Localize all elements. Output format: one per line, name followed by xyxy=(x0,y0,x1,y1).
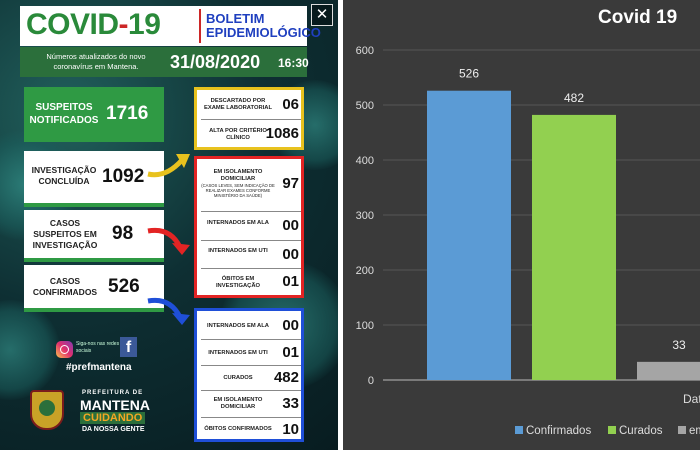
y-tick-label: 0 xyxy=(368,375,374,387)
bulletin-title: BOLETIM EPIDEMIOLÓGICO xyxy=(206,11,321,40)
bar-value-label: 526 xyxy=(459,67,479,81)
confirmed-icu-label: INTERNADOS EM UTI xyxy=(208,350,268,356)
y-tick-label: 400 xyxy=(356,155,374,167)
confirmed-cases-box: CASOS CONFIRMADOS 526 xyxy=(24,265,164,312)
suspected-investigation-label: CASOS SUSPEITOS EM INVESTIGAÇÃO xyxy=(32,218,98,250)
update-note: Números atualizados do novo coronavírus … xyxy=(46,52,146,71)
suspected-notified-box: SUSPEITOS NOTIFICADOS 1716 xyxy=(24,87,164,142)
confirmed-detail-row: ÓBITOS CONFIRMADOS 10 xyxy=(201,418,301,440)
suspected-investigation-value: 98 xyxy=(112,223,134,244)
prefeitura-slogan: CUIDANDO xyxy=(80,412,146,424)
x-axis-label: Data xyxy=(683,392,700,406)
confirmed-isolation-value: 33 xyxy=(282,395,299,412)
y-tick-label: 200 xyxy=(356,265,374,277)
confirmed-detail-row: INTERNADOS EM ALA 00 xyxy=(201,313,301,340)
confirmed-ward-label: INTERNADOS EM ALA xyxy=(207,323,269,329)
legend-label: em xyxy=(689,425,700,437)
red-arrow-icon xyxy=(147,227,190,255)
ward-label: INTERNADOS EM ALA xyxy=(207,220,269,226)
bulletin-date: 31/08/2020 xyxy=(170,52,261,72)
facebook-icon[interactable]: f xyxy=(120,337,137,357)
yellow-arrow-icon xyxy=(147,154,190,178)
confirmed-detail-row: INTERNADOS EM UTI 01 xyxy=(201,340,301,366)
clinical-discharge-label: ALTA POR CRITÉRIO CLÍNICO xyxy=(209,128,267,141)
legend-swatch xyxy=(515,426,523,434)
hashtag-label: #prefmantena xyxy=(66,362,132,373)
investigation-concluded-box: INVESTIGAÇÃO CONCLUÍDA 1092 xyxy=(24,151,164,207)
discarded-lab-value: 06 xyxy=(282,96,299,113)
suspected-detail-row: INTERNADOS EM UTI 00 xyxy=(201,242,301,269)
discarded-lab-label: DESCARTADO POR EXAME LABORATORIAL xyxy=(203,98,273,111)
covid-bar-chart: Covid 19 0 100 200 300 400 500 600 526 482 33 Data C… xyxy=(343,0,700,450)
bar-1 xyxy=(532,114,616,381)
cured-label: CURADOS xyxy=(223,375,253,381)
y-tick-label: 100 xyxy=(356,320,374,332)
confirmed-deaths-label: ÓBITOS CONFIRMADOS xyxy=(204,426,272,432)
home-isolation-note: (CASOS LEVES, SEM INDICAÇÃO DE REALIZAR … xyxy=(201,183,275,198)
discarded-row: ALTA POR CRITÉRIO CLÍNICO 1086 xyxy=(201,121,301,147)
clinical-discharge-value: 1086 xyxy=(265,125,299,142)
chart-svg: Covid 19 0 100 200 300 400 500 600 526 482 33 Data C… xyxy=(356,7,700,437)
home-isolation-label: EM ISOLAMENTO DOMICILIAR xyxy=(213,169,263,182)
city-crest-icon xyxy=(30,390,64,430)
bulletin-image: ✕ COVID-19 BOLETIM EPIDEMIOLÓGICO Números… xyxy=(0,0,338,450)
confirmed-cases-value: 526 xyxy=(108,276,140,297)
prefeitura-name: MANTENA xyxy=(80,397,150,413)
suspected-detail-row: INTERNADOS EM ALA 00 xyxy=(201,213,301,241)
legend-label: Confirmados xyxy=(526,425,591,437)
suspected-detail-box: EM ISOLAMENTO DOMICILIAR (CASOS LEVES, S… xyxy=(194,156,304,298)
chart-title: Covid 19 xyxy=(598,7,677,28)
ward-value: 00 xyxy=(282,217,299,234)
confirmed-icu-value: 01 xyxy=(282,344,299,361)
confirmed-detail-row: EM ISOLAMENTO DOMICILIAR 33 xyxy=(201,391,301,418)
social-note: Siga-nos nas redes sociais xyxy=(76,341,120,354)
confirmed-isolation-label: EM ISOLAMENTO DOMICILIAR xyxy=(213,397,263,410)
left-stats-column: SUSPEITOS NOTIFICADOS 1716 INVESTIGAÇÃO … xyxy=(24,87,164,312)
header-divider xyxy=(199,9,201,43)
bulletin-subheader: Números atualizados do novo coronavírus … xyxy=(20,47,309,77)
y-tick-label: 500 xyxy=(356,100,374,112)
prefeitura-tagline: DA NOSSA GENTE xyxy=(82,426,145,433)
icu-value: 00 xyxy=(282,246,299,263)
suspected-detail-row: ÓBITOS EM INVESTIGAÇÃO 01 xyxy=(201,270,301,295)
suspected-notified-value: 1716 xyxy=(106,103,149,124)
bar-2 xyxy=(637,361,700,380)
bar-value-label: 33 xyxy=(672,338,686,352)
bulletin-header: COVID-19 BOLETIM EPIDEMIOLÓGICO xyxy=(20,6,321,46)
prefeitura-logo: PREFEITURA DE MANTENA CUIDANDO DA NOSSA … xyxy=(30,388,160,438)
investigation-concluded-value: 1092 xyxy=(102,166,145,187)
legend-swatch xyxy=(608,426,616,434)
discarded-row: DESCARTADO POR EXAME LABORATORIAL 06 xyxy=(201,92,301,120)
cured-value: 482 xyxy=(273,369,299,386)
social-media-block: Siga-nos nas redes sociais f #prefmanten… xyxy=(56,335,146,380)
y-tick-label: 300 xyxy=(356,210,374,222)
prefeitura-small-label: PREFEITURA DE xyxy=(82,390,144,396)
image-divider xyxy=(338,0,343,450)
discarded-box: DESCARTADO POR EXAME LABORATORIAL 06 ALT… xyxy=(194,87,304,150)
suspected-notified-label: SUSPEITOS NOTIFICADOS xyxy=(29,102,99,126)
bar-value-label: 482 xyxy=(564,91,584,105)
blue-arrow-icon xyxy=(147,297,190,325)
confirmed-deaths-value: 10 xyxy=(282,421,299,438)
covid-logo: COVID-19 xyxy=(26,8,161,41)
home-isolation-value: 97 xyxy=(282,175,299,192)
investigation-concluded-label: INVESTIGAÇÃO CONCLUÍDA xyxy=(31,165,97,186)
suspected-detail-row: EM ISOLAMENTO DOMICILIAR (CASOS LEVES, S… xyxy=(201,161,301,212)
legend-swatch xyxy=(678,426,686,434)
confirmed-ward-value: 00 xyxy=(282,317,299,334)
confirmed-cases-label: CASOS CONFIRMADOS xyxy=(32,276,98,297)
confirmed-detail-row: CURADOS 482 xyxy=(201,366,301,391)
close-button[interactable]: ✕ xyxy=(311,4,333,26)
instagram-icon[interactable] xyxy=(56,341,73,358)
deaths-investigation-value: 01 xyxy=(282,273,299,290)
legend-label: Curados xyxy=(619,425,663,437)
icu-label: INTERNADOS EM UTI xyxy=(208,248,268,254)
deaths-investigation-label: ÓBITOS EM INVESTIGAÇÃO xyxy=(215,276,261,289)
confirmed-detail-box: INTERNADOS EM ALA 00 INTERNADOS EM UTI 0… xyxy=(194,308,304,442)
bulletin-time: 16:30 xyxy=(278,56,309,70)
virus-decoration xyxy=(0,300,60,400)
suspected-investigation-box: CASOS SUSPEITOS EM INVESTIGAÇÃO 98 xyxy=(24,210,164,262)
bar-0 xyxy=(427,90,511,380)
y-tick-label: 600 xyxy=(356,45,374,57)
